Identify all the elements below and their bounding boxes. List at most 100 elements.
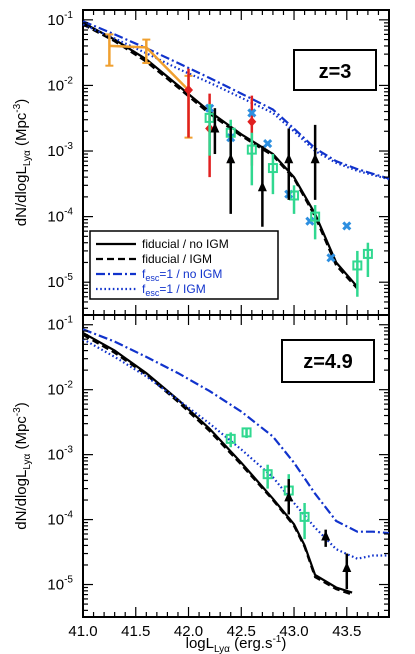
legend-sub: esc — [145, 288, 160, 298]
legend-label: fiducial / IGM — [142, 252, 212, 266]
bottom-panel: 10-110-210-310-410-541.0 41.5 42.0 42.5 43.0… — [12, 314, 390, 640]
y-tick-base: 10 — [47, 143, 64, 160]
y-label-units: (Mpc — [13, 112, 30, 150]
top-redshift-box: z=3 — [293, 49, 377, 91]
blue-x-marker — [247, 108, 257, 118]
legend-sub: esc — [145, 273, 160, 283]
y-tick-label: 10-2 — [47, 75, 73, 94]
y-tick-label: 10-3 — [47, 141, 73, 160]
green-square-marker — [262, 469, 273, 480]
bottom-y-axis-label: dN/dlogLLyα (Mpc-3) — [12, 402, 33, 529]
model-curve-dashdot — [82, 328, 390, 535]
bottom-redshift-box: z=4.9 — [281, 339, 375, 383]
green-square-marker — [267, 163, 278, 174]
y-tick-exponent: -5 — [64, 575, 73, 586]
y-axis-label-text: dN/dlogLLyα (Mpc-3) — [12, 99, 33, 226]
y-tick-base: 10 — [47, 447, 64, 464]
black-triangle-marker — [310, 153, 320, 164]
top-redshift-frame — [293, 49, 377, 91]
green-square-marker — [299, 511, 310, 522]
model-curve-dotted — [82, 23, 390, 181]
black-triangle-marker — [321, 530, 331, 541]
black-triangle-marker — [284, 153, 294, 164]
bottom-model-curves — [82, 328, 390, 596]
y-tick-base: 10 — [47, 317, 64, 334]
model-curve-solid — [82, 21, 359, 288]
x-label-main: logL — [186, 635, 214, 652]
y-tick-label: 10-1 — [47, 315, 73, 334]
x-label-units: (erg.s — [230, 635, 273, 652]
y-tick-label: 10-3 — [47, 445, 73, 464]
y-tick-exponent: -4 — [64, 510, 73, 521]
y-tick-base: 10 — [47, 577, 64, 594]
bottom-observations — [225, 427, 352, 590]
y-tick-label: 10-5 — [47, 575, 73, 594]
y-tick-exponent: -1 — [64, 10, 73, 21]
green-square-marker — [362, 248, 373, 259]
model-curve-solid — [82, 331, 353, 594]
green-square-marker — [241, 427, 252, 438]
y-tick-base: 10 — [47, 512, 64, 529]
y-label-exp: -3 — [12, 103, 23, 112]
legend-label: fesc=1 / IGM — [142, 282, 206, 298]
legend-label: fiducial / no IGM — [142, 237, 229, 251]
y-label-sub: Lyα — [22, 150, 33, 166]
y-tick-exponent: -1 — [64, 315, 73, 326]
y-label-main: dN/dlogL — [13, 470, 30, 530]
y-tick-exponent: -3 — [64, 445, 73, 456]
bottom-redshift-frame — [281, 339, 375, 383]
model-curve-dashed — [82, 333, 353, 596]
y-label-units: (Mpc — [13, 416, 30, 454]
green-square-marker — [225, 433, 236, 444]
black-triangle-marker — [210, 122, 220, 133]
y-tick-exponent: -5 — [64, 272, 73, 283]
blue-x-marker — [305, 216, 315, 226]
y-tick-label: 10-2 — [47, 380, 73, 399]
top-model-curves — [82, 20, 390, 290]
x-tick-label: 43.0 — [279, 623, 308, 640]
green-square-marker — [352, 260, 363, 271]
y-tick-label: 10-4 — [47, 510, 73, 529]
model-curve-dotted — [82, 338, 389, 560]
blue-x-marker — [342, 221, 352, 231]
top-observations — [105, 33, 373, 297]
bottom-axis-ticks: 10-110-210-310-410-541.0 41.5 42.0 42.5 43.0… — [47, 315, 390, 640]
y-tick-label: 10-5 — [47, 272, 73, 291]
x-label-sub: Lyα — [214, 644, 230, 654]
blue-x-marker — [326, 253, 336, 263]
y-label-exp: -3 — [12, 407, 23, 416]
black-triangle-marker — [226, 153, 236, 164]
black-triangle-marker — [257, 181, 267, 192]
green-square-marker — [246, 144, 257, 155]
top-panel: 10-110-210-310-410-5 z=3 fiducial / no I… — [12, 9, 390, 316]
green-square-marker — [310, 211, 321, 222]
green-square-marker — [289, 190, 300, 201]
y-tick-base: 10 — [47, 209, 64, 226]
legend-f: f — [142, 282, 146, 296]
x-tick-label: 42.5 — [227, 623, 256, 640]
y-tick-exponent: -2 — [64, 380, 73, 391]
legend-rest: =1 / no IGM — [159, 267, 222, 281]
top-redshift-label: z=3 — [319, 61, 352, 83]
top-axis-ticks: 10-110-210-310-410-5 — [47, 10, 390, 315]
x-label-exp: -1 — [272, 634, 281, 645]
green-square-marker — [204, 112, 215, 123]
black-triangle-marker — [342, 561, 352, 572]
y-label-sub: Lyα — [22, 453, 33, 469]
x-axis-label-text: logLLyα (erg.s-1) — [186, 634, 287, 654]
y-tick-base: 10 — [47, 12, 64, 29]
model-curve-dashdot — [82, 20, 390, 180]
y-tick-label: 10-4 — [47, 207, 73, 226]
y-tick-exponent: -3 — [64, 141, 73, 152]
y-tick-label: 10-1 — [47, 10, 73, 29]
legend-frame — [89, 230, 279, 300]
top-y-axis-label: dN/dlogLLyα (Mpc-3) — [12, 99, 33, 226]
y-tick-base: 10 — [47, 382, 64, 399]
legend-label: fesc=1 / no IGM — [142, 267, 222, 283]
x-tick-label: 43.5 — [332, 623, 361, 640]
y-tick-exponent: -4 — [64, 207, 73, 218]
black-triangle-marker — [284, 491, 294, 502]
bottom-redshift-label: z=4.9 — [303, 351, 352, 373]
